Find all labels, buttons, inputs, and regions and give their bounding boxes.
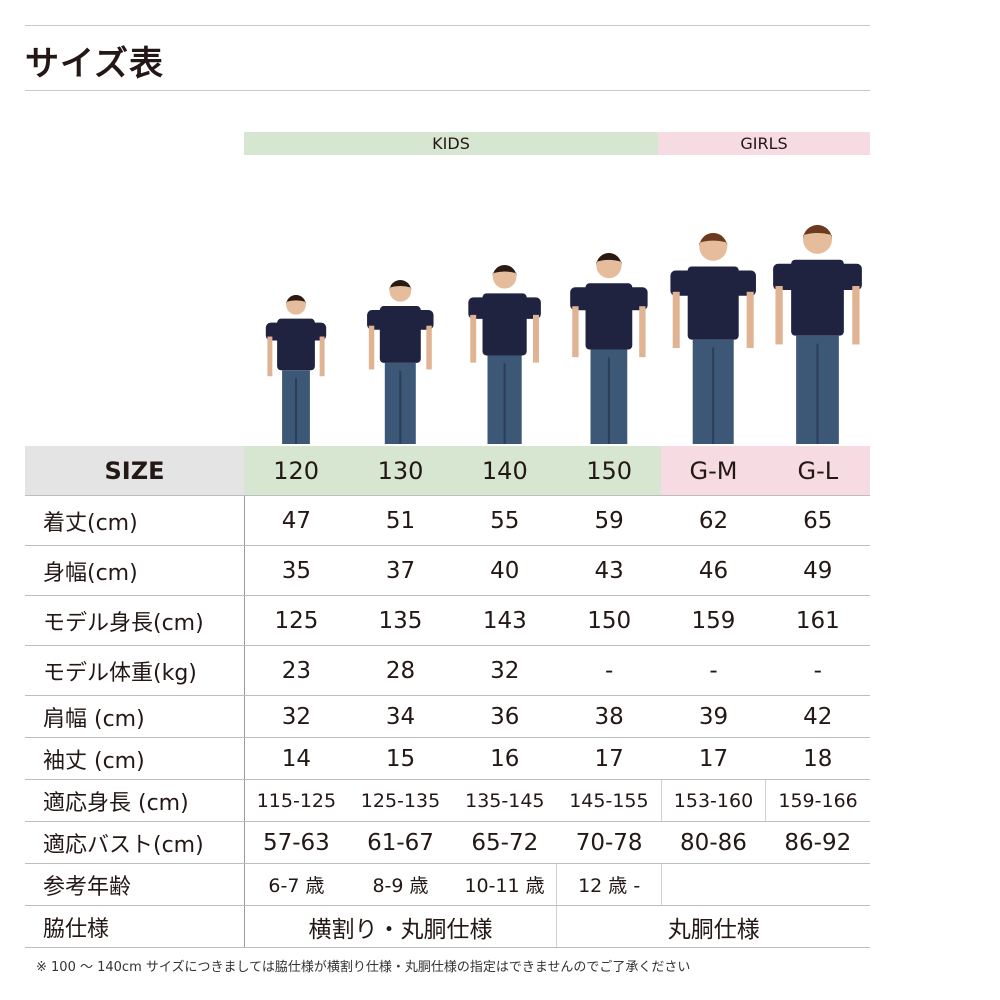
table-cell: 65-72: [452, 821, 557, 864]
table-cell: 70-78: [556, 821, 662, 864]
table-cell: 18: [765, 737, 870, 780]
row-label: モデル身長(cm): [25, 595, 245, 646]
model-figure: [570, 253, 648, 444]
table-cell: 横割り・丸胴仕様: [244, 905, 557, 948]
table-cell: 125-135: [348, 779, 453, 822]
table-row: 適応身長 (cm) 115-125 125-135 135-145 145-155 153…: [25, 779, 870, 822]
table-cell: 23: [244, 645, 349, 696]
model-figure: [265, 295, 327, 444]
table-cell: 49: [765, 545, 870, 596]
table-cell: 42: [765, 695, 870, 738]
table-cell: 丸胴仕様: [556, 905, 870, 948]
size-column-header: 130: [348, 446, 453, 496]
size-column-header: 140: [452, 446, 557, 496]
divider: [25, 25, 870, 26]
table-cell: 80-86: [661, 821, 766, 864]
size-column-header: G-L: [765, 446, 870, 496]
table-row: 参考年齢 6-7 歳 8-9 歳 10-11 歳 12 歳 -: [25, 863, 870, 906]
divider: [25, 90, 870, 91]
table-row: 適応バスト(cm) 57-63 61-67 65-72 70-78 80-86 86-92: [25, 821, 870, 864]
size-column-header: 120: [244, 446, 349, 496]
table-cell: 115-125: [244, 779, 349, 822]
table-cell: 65: [765, 495, 870, 546]
table-row: 肩幅 (cm) 32 34 36 38 39 42: [25, 695, 870, 738]
size-column-header: 150: [556, 446, 662, 496]
table-cell: 159: [661, 595, 766, 646]
table-row: モデル体重(kg) 23 28 32- - -: [25, 645, 870, 696]
table-cell: -: [556, 645, 662, 696]
size-header: SIZE: [25, 446, 244, 496]
table-cell: 61-67: [348, 821, 453, 864]
table-row: 袖丈 (cm) 14 15 16 17 17 18: [25, 737, 870, 780]
table-cell: 159-166: [765, 779, 870, 822]
model-photos: [265, 225, 862, 444]
table-cell: 135: [348, 595, 453, 646]
kids-group-label: KIDS: [244, 132, 658, 155]
table-cell: 59: [556, 495, 662, 546]
table-cell: 143: [452, 595, 557, 646]
table-row: 着丈(cm) 47 51 55 59 62 65: [25, 495, 870, 546]
table-cell: 86-92: [765, 821, 870, 864]
table-cell: -: [765, 645, 870, 696]
model-figure: [367, 280, 434, 444]
table-cell: 16: [452, 737, 557, 780]
table-cell: 28: [348, 645, 453, 696]
table-cell: 145-155: [556, 779, 662, 822]
table-cell: 125: [244, 595, 349, 646]
table-cell: 36: [452, 695, 557, 738]
girls-group-label: GIRLS: [658, 132, 870, 155]
table-cell: 6-7 歳: [244, 863, 349, 906]
model-figure: [773, 225, 862, 444]
table-cell: 62: [661, 495, 766, 546]
table-cell: 37: [348, 545, 453, 596]
table-cell: 150: [556, 595, 662, 646]
page-title: サイズ表: [25, 44, 164, 84]
row-label: 適応バスト(cm): [25, 821, 245, 864]
row-label: 脇仕様: [25, 905, 245, 948]
table-cell: 17: [661, 737, 766, 780]
table-cell: 39: [661, 695, 766, 738]
table-cell: 10-11 歳: [452, 863, 557, 906]
table-cell: 51: [348, 495, 453, 546]
table-cell: 12 歳 -: [556, 863, 662, 906]
table-cell: 17: [556, 737, 662, 780]
model-figure: [468, 265, 541, 444]
table-cell: 32: [452, 645, 557, 696]
row-label: 参考年齢: [25, 863, 245, 906]
table-cell: 57-63: [244, 821, 349, 864]
model-figure: [670, 233, 756, 444]
table-cell: 34: [348, 695, 453, 738]
table-cell: 40: [452, 545, 557, 596]
size-column-header: G-M: [661, 446, 766, 496]
table-cell: -: [661, 645, 766, 696]
table-cell: 15: [348, 737, 453, 780]
table-cell: 14: [244, 737, 349, 780]
table-cell: 135-145: [452, 779, 557, 822]
row-label: 身幅(cm): [25, 545, 245, 596]
table-cell: 153-160: [660, 779, 766, 822]
table-cell: 35: [244, 545, 349, 596]
table-row: モデル身長(cm) 125 135 143 150 159 161: [25, 595, 870, 646]
table-cell-empty: [660, 863, 870, 906]
row-label: 肩幅 (cm): [25, 695, 245, 738]
table-cell: 47: [244, 495, 349, 546]
row-label: 適応身長 (cm): [25, 779, 245, 822]
table-cell: 55: [452, 495, 557, 546]
row-label: 袖丈 (cm): [25, 737, 245, 780]
table-cell: 8-9 歳: [348, 863, 453, 906]
table-cell: 161: [765, 595, 870, 646]
row-label: モデル体重(kg): [25, 645, 245, 696]
table-cell: 32: [244, 695, 349, 738]
table-cell: 43: [556, 545, 662, 596]
table-cell: 38: [556, 695, 662, 738]
footnote: ※ 100 〜 140cm サイズにつきましては脇仕様が横割り仕様・丸胴仕様の指…: [36, 960, 691, 975]
table-cell: 46: [661, 545, 766, 596]
table-row: 脇仕様 横割り・丸胴仕様 丸胴仕様: [25, 905, 870, 948]
table-row: 身幅(cm) 35 37 40 43 46 49: [25, 545, 870, 596]
row-label: 着丈(cm): [25, 495, 245, 546]
size-table: SIZE 120 130 140 150 G-M G-L 着丈(cm) 47 51 55 59 62 65…: [25, 446, 870, 948]
